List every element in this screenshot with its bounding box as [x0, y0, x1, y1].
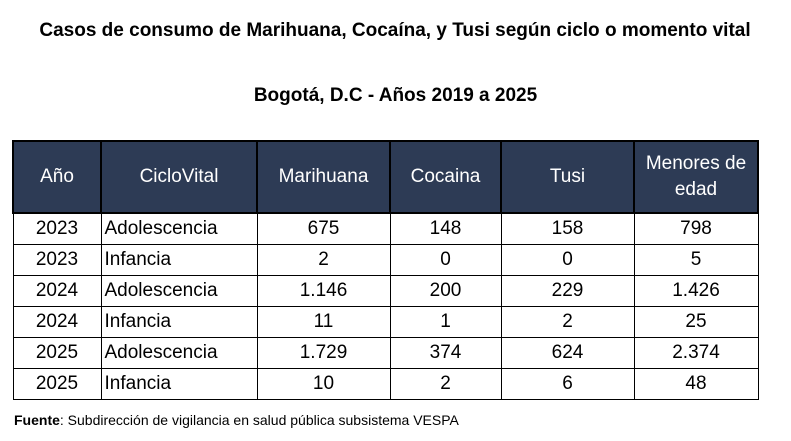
subtitle: Bogotá, D.C - Años 2019 a 2025: [253, 85, 538, 106]
header-row: Año CicloVital Marihuana Cocaina Tusi Menores…: [12, 140, 759, 214]
table-cell: 2023: [12, 244, 102, 276]
table-cell: 1.729: [256, 337, 391, 369]
table-cell: 798: [633, 212, 759, 245]
header-cell: Año: [12, 140, 102, 214]
table-cell: 148: [389, 212, 502, 245]
table-cell: 1.146: [256, 275, 391, 307]
table-header: Año CicloVital Marihuana Cocaina Tusi Menores…: [12, 140, 759, 214]
table-cell: 0: [389, 244, 502, 276]
table-cell: 1: [389, 306, 502, 338]
table-cell: 2025: [12, 337, 102, 369]
table-row: 2025 Adolescencia 1.729 374 624 2.374: [12, 337, 759, 369]
table-cell: 2024: [12, 275, 102, 307]
footer: Fuente: Subdirección de vigilancia en sa…: [14, 412, 459, 428]
table-cell: Infancia: [100, 244, 258, 276]
table-cell: 5: [633, 244, 759, 276]
table-row: 2023 Adolescencia 675 148 158 798: [12, 212, 759, 245]
table-cell: 675: [256, 212, 391, 245]
table-cell: Adolescencia: [100, 212, 258, 245]
header-cell: Cocaina: [389, 140, 502, 214]
title: Casos de consumo de Marihuana, Cocaína, …: [39, 20, 751, 41]
table-cell: 624: [500, 337, 635, 369]
table-cell: 2024: [12, 306, 102, 338]
table-cell: 48: [633, 368, 759, 400]
data-table: Año CicloVital Marihuana Cocaina Tusi Menores…: [12, 140, 759, 400]
table-cell: 1.426: [633, 275, 759, 307]
header-cell: CicloVital: [100, 140, 258, 214]
footer-label: Fuente: [14, 412, 60, 428]
header-cell: Menores de edad: [633, 140, 759, 214]
table-cell: 2: [389, 368, 502, 400]
table-cell: 374: [389, 337, 502, 369]
table-cell: 2023: [12, 212, 102, 245]
header-cell: Marihuana: [256, 140, 391, 214]
table-cell: 2: [256, 244, 391, 276]
table-cell: 10: [256, 368, 391, 400]
table-cell: Infancia: [100, 368, 258, 400]
table-cell: 2.374: [633, 337, 759, 369]
table-row: 2024 Infancia 11 1 2 25: [12, 306, 759, 338]
table-cell: 158: [500, 212, 635, 245]
table-cell: 229: [500, 275, 635, 307]
table-cell: 0: [500, 244, 635, 276]
table-cell: Infancia: [100, 306, 258, 338]
table-cell: 11: [256, 306, 391, 338]
table-cell: Adolescencia: [100, 337, 258, 369]
table-cell: 200: [389, 275, 502, 307]
table-row: 2023 Infancia 2 0 0 5: [12, 244, 759, 276]
footer-text: : Subdirección de vigilancia en salud pú…: [59, 412, 459, 428]
table-cell: 6: [500, 368, 635, 400]
table-row: 2024 Adolescencia 1.146 200 229 1.426: [12, 275, 759, 307]
table-cell: 2: [500, 306, 635, 338]
header-cell: Tusi: [500, 140, 635, 214]
table-body: 2023 Adolescencia 675 148 158 798 2023 Infancia…: [12, 212, 759, 400]
table-cell: 2025: [12, 368, 102, 400]
table-cell: 25: [633, 306, 759, 338]
table-cell: Adolescencia: [100, 275, 258, 307]
table-row: 2025 Infancia 10 2 6 48: [12, 368, 759, 400]
